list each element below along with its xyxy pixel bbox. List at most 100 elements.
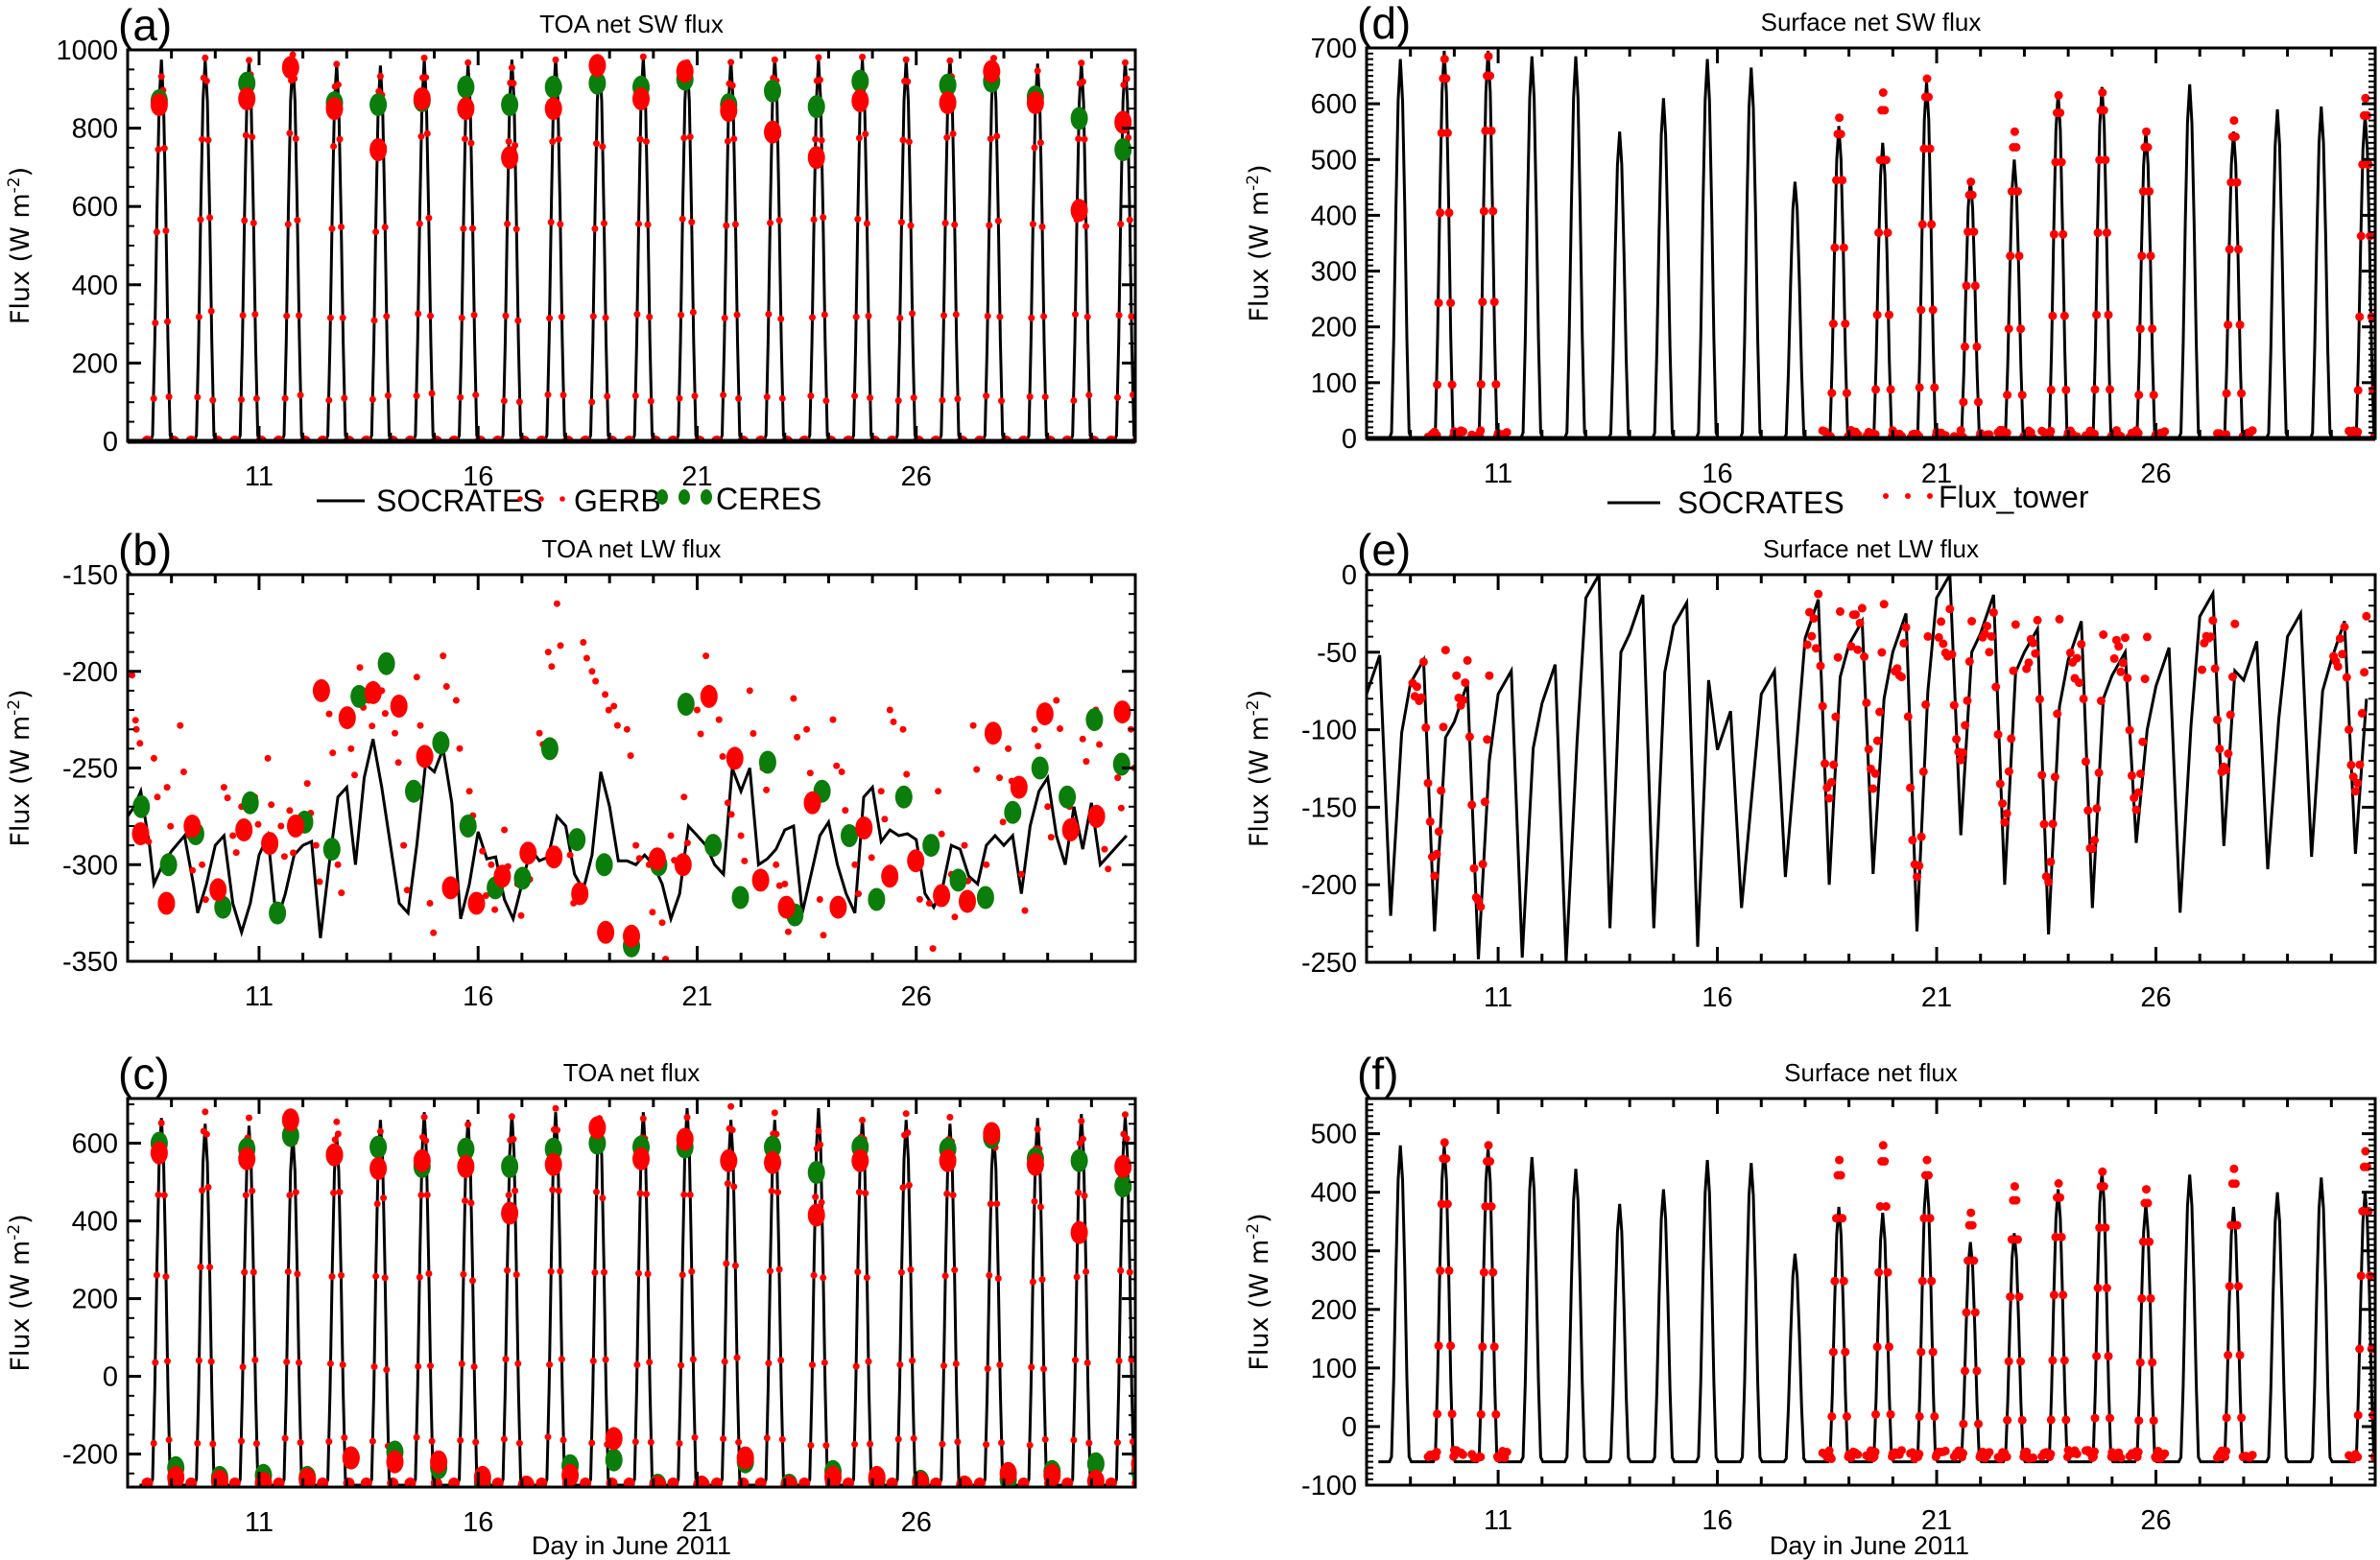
gerb-midday-point	[939, 91, 957, 115]
gerb-point	[283, 312, 291, 319]
gerb-point	[465, 788, 473, 795]
gerb-point	[457, 1436, 464, 1444]
tower-point	[2229, 116, 2239, 126]
gerb-point	[694, 706, 701, 714]
gerb-point	[164, 318, 171, 325]
gerb-point	[721, 315, 728, 321]
ceres-point	[544, 75, 562, 99]
tower-point	[2102, 1284, 2111, 1292]
gerb-point	[1078, 1118, 1085, 1124]
tower-point	[2072, 653, 2082, 663]
tower-point	[2101, 155, 2110, 165]
tower-point	[2046, 385, 2056, 394]
x-tick-label: 21	[1921, 982, 1952, 1013]
panel-title: TOA net SW flux	[539, 10, 724, 38]
tower-point	[2090, 1413, 2100, 1423]
tower-point	[1930, 1411, 1940, 1421]
tower-point	[1459, 696, 1467, 705]
gerb-point	[1101, 845, 1108, 853]
tower-point	[1828, 319, 1838, 328]
gerb-point	[999, 818, 1007, 826]
gerb-point	[472, 1438, 480, 1446]
tower-point	[2016, 1357, 2026, 1366]
tower-point	[1421, 722, 1431, 732]
tower-point	[2017, 1415, 2027, 1425]
tower-point	[2079, 694, 2088, 703]
tower-point	[2006, 251, 2015, 261]
gerb-point	[969, 721, 977, 729]
gerb-point	[658, 919, 666, 927]
tower-point	[2225, 1282, 2234, 1291]
gerb-point	[996, 774, 1003, 782]
x-tick-label: 16	[1702, 1505, 1732, 1536]
y-tick-label: -100	[1301, 716, 1357, 746]
gerb-point	[194, 393, 202, 401]
tower-point	[2109, 653, 2119, 663]
gerb-point	[330, 143, 338, 150]
socrates-line	[1367, 575, 2368, 962]
tower-point	[2142, 632, 2152, 642]
tower-point	[1872, 736, 1882, 745]
gerb-point	[341, 394, 348, 402]
tower-point	[1860, 652, 1869, 661]
tower-point	[1824, 1446, 1834, 1455]
gerb-midday-point	[150, 1141, 168, 1165]
gerb-point	[986, 222, 993, 229]
gerb-point	[160, 1192, 168, 1199]
gerb-point	[1123, 75, 1130, 83]
tower-point	[2230, 132, 2240, 141]
ceres-point	[764, 79, 781, 103]
tower-point	[2053, 709, 2062, 719]
gerb-point	[392, 729, 398, 737]
gerb-point	[150, 754, 157, 762]
plot-area	[139, 51, 1135, 441]
ceres-point	[568, 828, 586, 852]
y-tick-label: 400	[1311, 201, 1357, 231]
tower-point	[2123, 674, 2132, 683]
gerb-point	[155, 1191, 162, 1198]
gerb-point	[415, 1362, 422, 1370]
tower-point	[1835, 1155, 1844, 1165]
gerb-point	[1114, 774, 1122, 782]
gerb-point	[852, 313, 860, 320]
gerb-midday-point	[519, 841, 537, 865]
gerb-point	[803, 725, 811, 733]
gerb-point	[502, 1356, 510, 1363]
tower-point	[1930, 383, 1940, 392]
gerb-point	[347, 745, 355, 752]
gerb-point	[798, 1477, 811, 1487]
tower-point	[1488, 206, 1498, 216]
gerb-point	[457, 393, 464, 401]
gerb-point	[470, 1363, 478, 1370]
ceres-point	[540, 737, 559, 761]
tower-point	[2035, 695, 2044, 704]
gerb-point	[464, 59, 472, 66]
tower-point	[2003, 1415, 2012, 1425]
gerb-point	[636, 135, 644, 143]
tower-point	[2099, 1182, 2108, 1192]
gerb-midday-point	[413, 87, 431, 110]
gerb-point	[862, 130, 869, 138]
gerb-point	[552, 1104, 559, 1112]
gerb-point	[197, 216, 204, 224]
gerb-point	[1021, 907, 1029, 914]
tower-point	[2235, 1351, 2245, 1359]
gerb-point	[423, 1192, 431, 1198]
tower-point	[2355, 312, 2365, 321]
tower-point	[1425, 816, 1435, 826]
gerb-point	[925, 900, 933, 907]
tower-point	[1897, 1446, 1906, 1455]
tower-point	[1883, 228, 1892, 238]
tower-point	[2138, 1237, 2148, 1246]
gerb-point	[851, 861, 859, 868]
tower-point	[1430, 871, 1440, 881]
gerb-midday-point	[777, 895, 796, 919]
tower-point	[2101, 1223, 2110, 1233]
tower-point	[1871, 1409, 1880, 1419]
gerb-point	[517, 911, 525, 919]
tower-point	[1874, 1267, 1884, 1277]
gerb-point	[1038, 223, 1046, 230]
tower-point	[1836, 1170, 1845, 1180]
tower-point	[2093, 228, 2103, 238]
gerb-point	[635, 1269, 642, 1277]
